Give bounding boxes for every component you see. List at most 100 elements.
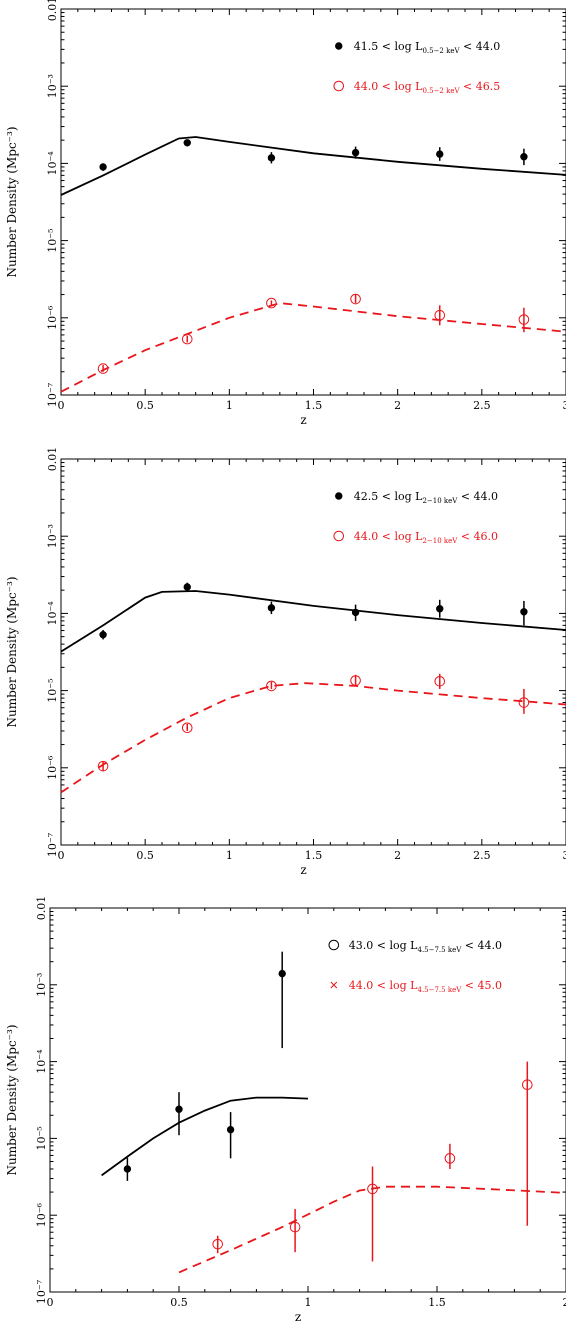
legend-marker-1: [335, 42, 343, 50]
series-1-point: [351, 148, 360, 157]
series-2-point: [266, 680, 277, 692]
plot-frame: [60, 458, 566, 846]
series-2-model-line: [178, 1185, 566, 1274]
series-2-point: [518, 314, 530, 325]
y-tick-label: 10⁻³: [46, 524, 59, 548]
series-1-point: [351, 608, 360, 617]
y-axis-title: Number Density (Mpc⁻³): [5, 126, 19, 277]
legend-entry-2: 44.0 < log L2−10 keV < 46.0: [354, 530, 498, 545]
x-tick-label: 1.5: [305, 399, 323, 412]
y-tick-label: 10⁻⁷: [35, 1279, 48, 1304]
y-tick-label: 0.01: [46, 447, 59, 472]
series-1-point: [436, 150, 444, 158]
series-1-model-line: [101, 1096, 309, 1177]
y-tick-label: 10⁻³: [35, 973, 48, 997]
x-tick-label: 2: [394, 849, 401, 862]
series-2-point: [97, 363, 109, 374]
x-tick-label: 2.5: [473, 849, 491, 862]
legend-entry-1: 41.5 < log L0.5−2 keV < 44.0: [354, 40, 501, 55]
y-tick-label: 10⁻⁷: [46, 382, 59, 407]
series-2-point: [518, 697, 530, 708]
series-1-point: [123, 1165, 132, 1173]
x-tick-label: 3: [563, 399, 566, 412]
legend-marker-2: [333, 530, 345, 542]
series-1-point: [520, 153, 528, 161]
y-tick-label: 10⁻⁶: [35, 1203, 48, 1228]
x-tick-label: 1: [226, 849, 233, 862]
series-2-point: [434, 675, 446, 687]
x-tick-label: 2.5: [473, 399, 491, 412]
series-2-model-line: [60, 682, 566, 794]
y-tick-label: 10⁻⁴: [46, 601, 59, 626]
y-tick-label: 0.01: [35, 896, 48, 921]
x-tick-label: 0.5: [136, 399, 154, 412]
series-2-point: [212, 1238, 223, 1250]
series-1-model-line: [60, 136, 566, 196]
series-2-point: [289, 1221, 301, 1233]
series-2-point: [97, 760, 109, 772]
plot-frame: [60, 8, 566, 396]
series-2-model-line: [60, 302, 566, 393]
series-1-model-line: [60, 590, 566, 653]
series-2-point: [444, 1153, 456, 1164]
legend-marker-1: [328, 939, 340, 951]
y-tick-label: 10⁻³: [46, 74, 59, 98]
y-tick-label: 0.01: [46, 0, 59, 21]
series-2-point: [181, 722, 193, 734]
legend-entry-1: 42.5 < log L2−10 keV < 44.0: [354, 490, 498, 505]
x-tick-label: 0: [58, 849, 65, 862]
x-tick-label: 1.5: [428, 1296, 446, 1309]
y-tick-label: 10⁻⁵: [35, 1126, 48, 1150]
x-axis-title: z: [295, 1310, 301, 1324]
x-tick-label: 2: [394, 399, 401, 412]
y-tick-label: 10⁻⁶: [46, 305, 59, 330]
series-2-point: [522, 1079, 533, 1091]
series-1-point: [226, 1125, 235, 1134]
chart-panel-1: 0 0.5 1 1.5 2 2.5 3 10⁻⁷ 10⁻⁶ 10⁻⁵ 10⁻⁴ 10⁻³ 0.01 z Nu…: [5, 0, 566, 427]
y-tick-label: 10⁻⁵: [46, 678, 59, 702]
series-1-point: [99, 630, 107, 639]
y-tick-label: 10⁻⁴: [35, 1049, 48, 1074]
legend-marker-2: [330, 981, 338, 989]
series-2-point: [350, 293, 361, 305]
series-2-point: [434, 309, 446, 321]
series-1-point: [175, 1105, 183, 1113]
x-tick-label: 0.5: [170, 1296, 188, 1309]
y-tick-label: 10⁻⁶: [46, 755, 59, 780]
plot-frame: [49, 907, 566, 1293]
series-1-point: [267, 604, 276, 612]
x-tick-label: 2: [563, 1296, 566, 1309]
legend-entry-2: 44.0 < log L0.5−2 keV < 46.5: [354, 80, 501, 95]
y-tick-label: 10⁻⁴: [46, 151, 59, 176]
series-1-point: [183, 139, 191, 147]
y-axis-title: Number Density (Mpc⁻³): [5, 576, 19, 727]
chart-panel-2: 0 0.5 1 1.5 2 2.5 3 10⁻⁷ 10⁻⁶ 10⁻⁵ 10⁻⁴ 10⁻³ 0.01 z Nu…: [5, 447, 566, 877]
series-1-point: [267, 154, 276, 162]
x-tick-label: 0: [58, 399, 65, 412]
x-axis-title: z: [300, 863, 306, 877]
series-2-point: [367, 1183, 378, 1195]
y-axis-title: Number Density (Mpc⁻³): [5, 1024, 19, 1175]
y-tick-label: 10⁻⁷: [46, 832, 59, 857]
x-tick-label: 3: [563, 849, 566, 862]
legend-marker-2: [333, 80, 345, 92]
x-tick-label: 1: [226, 399, 233, 412]
series-2-point: [181, 333, 193, 345]
legend-entry-2: 44.0 < log L4.5−7.5 keV < 45.0: [349, 979, 502, 994]
series-1-point: [436, 605, 444, 613]
y-tick-label: 10⁻⁵: [46, 228, 59, 252]
series-2-point: [266, 297, 277, 309]
x-tick-label: 1.5: [305, 849, 323, 862]
series-1-point: [278, 969, 286, 978]
legend-marker-1: [335, 492, 343, 500]
series-1-point: [183, 583, 191, 591]
series-1-point: [520, 608, 528, 616]
x-tick-label: 1: [305, 1296, 312, 1309]
series-2-point: [350, 675, 361, 686]
x-tick-label: 0.5: [136, 849, 154, 862]
x-tick-label: 0: [47, 1296, 54, 1309]
series-1-point: [99, 163, 107, 171]
chart-panel-3: 0 0.5 1 1.5 2 10⁻⁷ 10⁻⁶ 10⁻⁵ 10⁻⁴ 10⁻³ 0.01 z Number…: [5, 896, 566, 1324]
legend-entry-1: 43.0 < log L4.5−7.5 keV < 44.0: [349, 939, 502, 954]
